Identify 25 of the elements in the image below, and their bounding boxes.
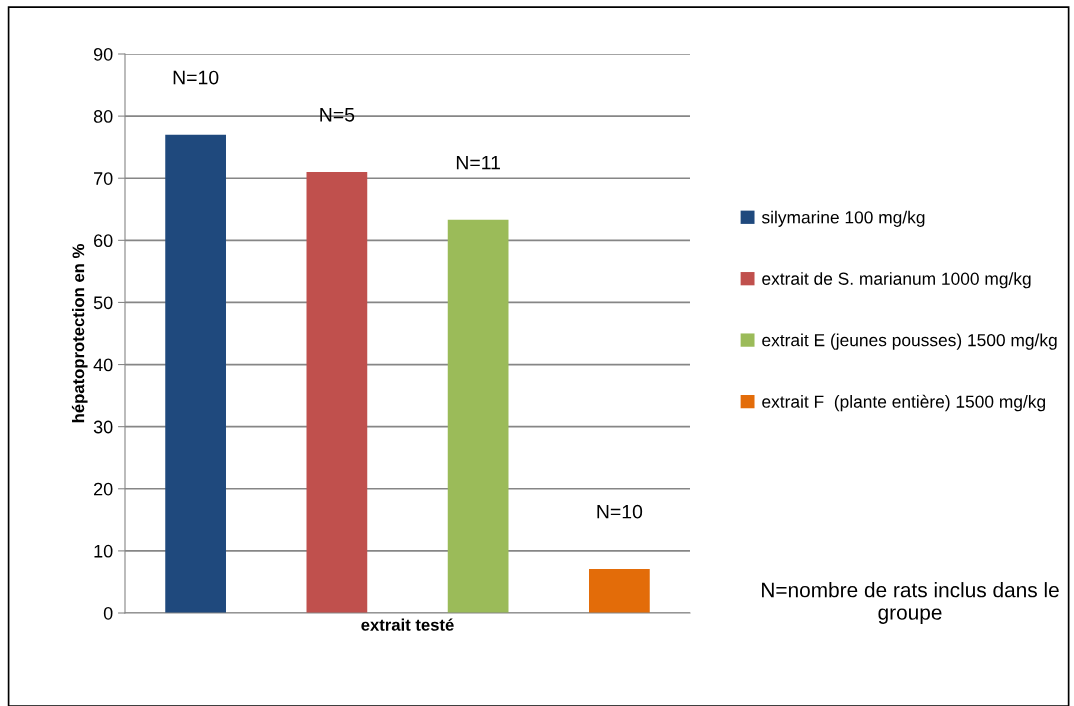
annotation: N=10 [597, 504, 643, 519]
y-tick-label: 40 [93, 358, 113, 372]
y-tick-label: 60 [94, 234, 113, 248]
y-tick-label: 30 [93, 420, 113, 434]
legend-label: extrait F (plante entière) 1500 mg/kg [762, 394, 1046, 412]
annotation: N=5 [320, 108, 355, 122]
y-tick-label: 50 [93, 296, 113, 310]
legend-label: silymarine 100 mg/kg [761, 210, 925, 227]
legend-label: extrait E (jeunes pousses) 1500 mg/kg [762, 333, 1057, 350]
bar [165, 134, 226, 613]
annotation: N=11 [456, 155, 500, 170]
legend-label: extrait de S. marianum 1000 mg/kg [762, 272, 1031, 289]
bar [589, 568, 650, 613]
annotation: N=10 [173, 70, 219, 85]
y-tick-label: 0 [103, 606, 113, 620]
text: N=nombre de rats inclus dans le groupe [762, 582, 1059, 624]
bar [306, 172, 368, 613]
bar [447, 219, 509, 613]
y-tick-label: 20 [94, 482, 113, 496]
x-axis-title: extrait testé [361, 618, 454, 631]
y-tick-label: 90 [93, 47, 113, 61]
y-tick-label: 70 [94, 172, 113, 185]
y-axis-title: hépatoprotection en % [71, 244, 88, 423]
y-tick-label: 80 [93, 110, 113, 123]
y-tick-label: 10 [94, 544, 113, 558]
